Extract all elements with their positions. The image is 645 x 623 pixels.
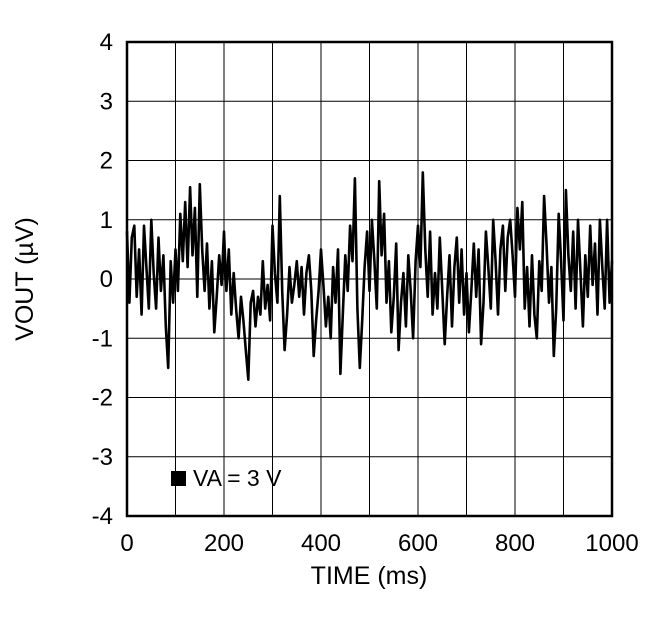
y-tick-label: -3 [92,444,113,471]
x-tick-label: 0 [120,530,133,557]
noise-trace [125,171,614,382]
y-axis-title: VOUT (µV) [11,217,39,341]
y-tick-label: 4 [100,29,113,56]
trace-layer [125,171,614,382]
plot-border [125,40,614,518]
y-tick-label: -4 [92,503,113,530]
x-tick-label: 200 [204,530,244,557]
x-tick-label: 800 [495,530,535,557]
x-tick-label: 600 [398,530,438,557]
tick-layer: 0 200 400 600 800 1000 4 3 2 1 0 -1 -2 -3 -4 [92,29,639,557]
y-tick-label: -2 [92,385,113,412]
x-tick-label: 400 [301,530,341,557]
legend-marker-icon [171,471,186,486]
x-tick-label: 1000 [585,530,638,557]
legend: VA = 3 V [171,465,282,491]
x-axis-title: TIME (ms) [311,562,428,590]
y-tick-label: 0 [100,266,113,293]
legend-label: VA = 3 V [193,465,282,491]
y-tick-label: 3 [100,88,113,115]
y-tick-label: 1 [100,207,113,234]
y-tick-label: -1 [92,325,113,352]
y-tick-label: 2 [100,148,113,175]
